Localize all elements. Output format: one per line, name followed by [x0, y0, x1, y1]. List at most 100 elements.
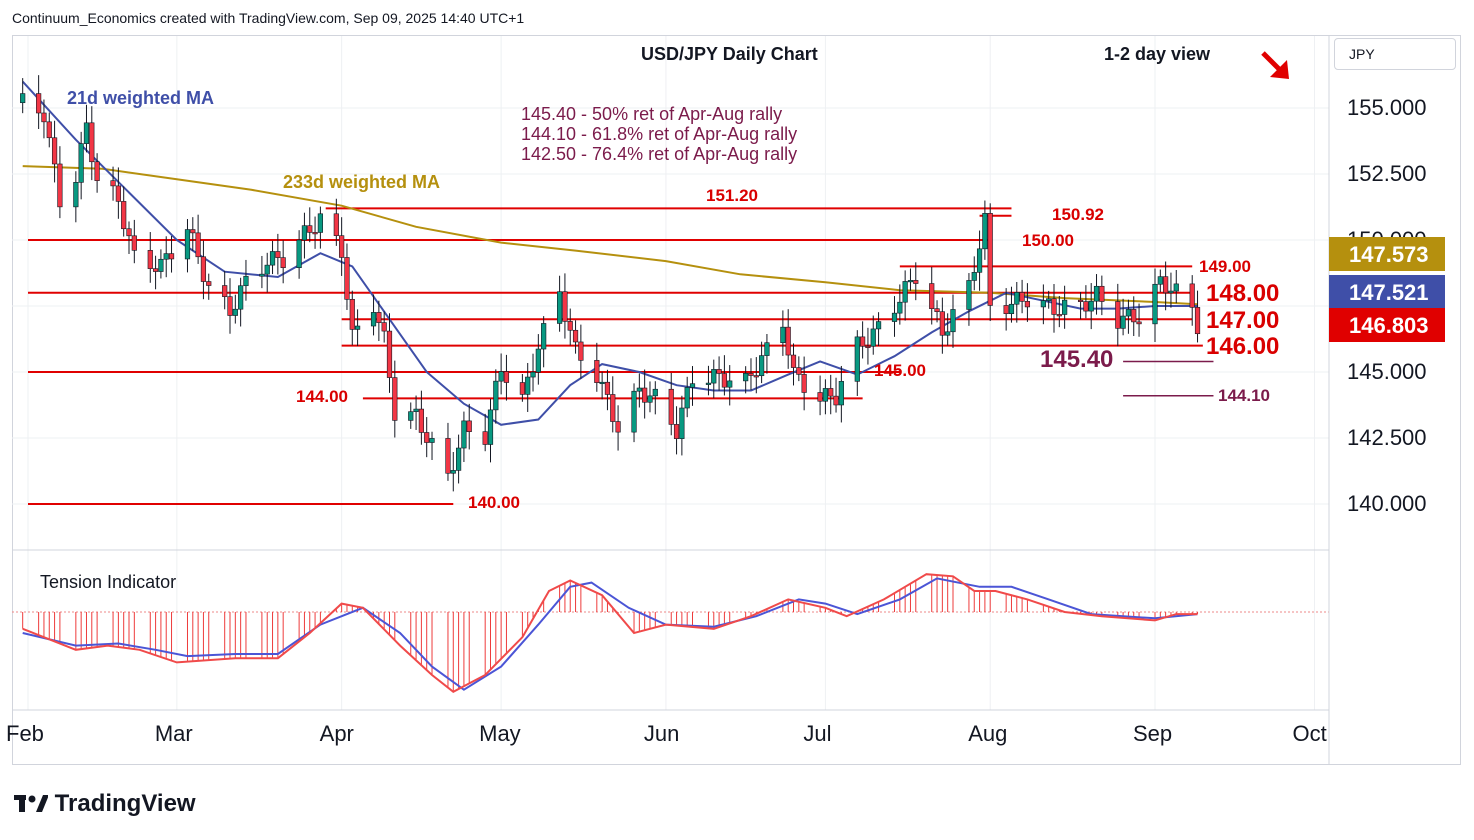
candle-body — [689, 383, 696, 388]
candle-body — [1152, 283, 1158, 325]
y-tick-label: 142.500 — [1347, 425, 1427, 450]
candle-body — [466, 420, 472, 432]
candle-body — [1088, 300, 1094, 312]
candle-body — [647, 395, 653, 403]
candle-body — [1163, 276, 1169, 294]
x-tick-label: Apr — [319, 721, 354, 746]
candle-body — [1040, 300, 1046, 308]
candle-body — [482, 431, 488, 445]
candle-body — [875, 321, 882, 330]
candle-body — [966, 280, 972, 310]
candle-body — [817, 392, 823, 402]
candle-body — [790, 354, 797, 368]
level-label: 144.00 — [296, 387, 348, 406]
candle-body — [1194, 307, 1201, 335]
x-tick-label: Jun — [643, 721, 680, 746]
candle-body — [780, 326, 786, 343]
candle-body — [493, 380, 499, 411]
candle-body — [36, 93, 42, 114]
candle-body — [1024, 301, 1031, 308]
candle-body — [838, 381, 844, 406]
retracement-note: 145.40 - 50% ret of Apr-Aug rally — [521, 104, 783, 124]
candle-body — [429, 438, 435, 443]
candle-body — [567, 321, 573, 331]
candle-body — [57, 163, 63, 208]
candle-body — [312, 232, 318, 235]
candle-body — [913, 280, 919, 284]
retracement-note: 144.10 - 61.8% ret of Apr-Aug rally — [521, 124, 798, 144]
tension-indicator-title: Tension Indicator — [40, 572, 177, 592]
y-tick-label: 152.500 — [1347, 161, 1427, 186]
candle-body — [1077, 299, 1084, 302]
attribution-header: Continuum_Economics created with Trading… — [12, 10, 525, 26]
candle-body — [764, 342, 770, 356]
tv-logo-icon — [14, 792, 49, 814]
candle-body — [716, 369, 722, 374]
y-tick-label: 145.000 — [1347, 359, 1427, 384]
level-label: 150.92 — [1052, 205, 1104, 224]
candle-body — [222, 285, 228, 297]
candle-body — [679, 407, 685, 439]
ma233-label: 233d weighted MA — [283, 172, 441, 192]
candle-body — [636, 387, 642, 392]
candle-body — [200, 256, 207, 282]
candle-body — [987, 213, 993, 306]
level-label: 146.00 — [1206, 333, 1280, 360]
candle-body — [78, 143, 84, 183]
candle-body — [950, 309, 956, 333]
candle-body — [785, 326, 791, 356]
candle-body — [317, 213, 323, 233]
chart-title: USD/JPY Daily Chart — [641, 44, 818, 64]
candle-body — [51, 137, 58, 165]
y-tick-label: 155.000 — [1347, 95, 1427, 120]
candle-body — [530, 371, 536, 378]
level-label: 150.00 — [1022, 231, 1074, 250]
candle-body — [20, 93, 26, 104]
tension-indicator-plot — [12, 573, 1329, 693]
candle-body — [110, 180, 116, 187]
x-tick-label: Feb — [6, 721, 44, 746]
candle-body — [610, 394, 616, 422]
candle-body — [94, 161, 100, 181]
tradingview-logo[interactable]: TradingView — [14, 790, 196, 818]
tension-slow-line — [22, 577, 1198, 691]
candle-body — [865, 345, 871, 349]
candle-body — [557, 291, 563, 324]
candle-body — [333, 213, 339, 236]
candle-body — [854, 336, 860, 382]
x-tick-label: Mar — [154, 721, 193, 746]
candle-body — [163, 253, 169, 260]
candle-body — [445, 438, 451, 474]
candle-body — [339, 235, 345, 258]
candle-body — [525, 376, 531, 395]
tradingview-wordmark: TradingView — [54, 790, 196, 817]
candle-body — [131, 235, 137, 251]
candle-body — [41, 112, 47, 123]
candle-body — [673, 424, 680, 439]
candle-body — [519, 382, 525, 395]
candle-body — [604, 381, 611, 395]
candle-body — [206, 281, 212, 286]
candle-body — [1099, 285, 1105, 302]
candle-body — [344, 257, 350, 300]
candle-body — [1051, 298, 1057, 315]
level-label: 149.00 — [1199, 257, 1251, 276]
price-badge: 147.521 — [1329, 275, 1445, 309]
ma21-label: 21d weighted MA — [67, 88, 215, 108]
candle-body — [147, 250, 153, 269]
candle-body — [860, 336, 866, 347]
candle-body — [307, 225, 313, 233]
candle-body — [753, 375, 759, 378]
candle-body — [370, 312, 377, 327]
candle-body — [945, 331, 951, 336]
candle-body — [939, 311, 945, 336]
candle-body — [232, 308, 238, 316]
candle-body — [971, 272, 977, 281]
candle-body — [126, 228, 132, 237]
candle-body — [1014, 292, 1020, 305]
candle-body — [833, 395, 839, 406]
currency-scale-button[interactable]: JPY — [1334, 38, 1456, 70]
candle-body — [392, 377, 398, 421]
candle-body — [461, 420, 467, 449]
